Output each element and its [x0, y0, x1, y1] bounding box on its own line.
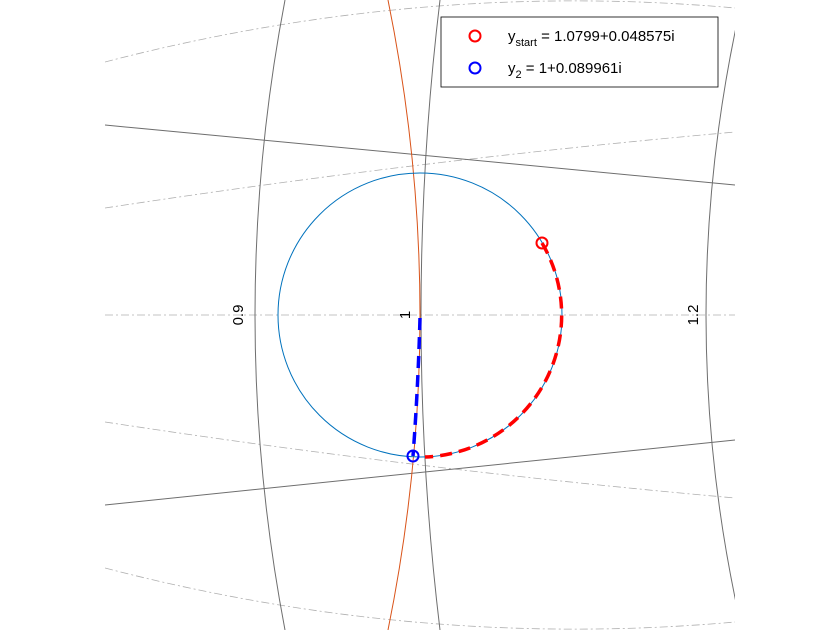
grid-arc [105, 421, 735, 499]
legend-label: y2 = 1+0.089961i [508, 60, 622, 81]
g-circle [705, 29, 735, 601]
g-tick-label: 0.9 [230, 305, 247, 326]
legend-value: = 1.0799+0.048575i [537, 28, 675, 45]
tick-labels: 0.9 1 1.2 [230, 305, 702, 326]
grid-arc [105, 0, 735, 63]
blue-path [411, 317, 422, 457]
grid-arc [105, 567, 735, 630]
legend-marker [468, 61, 482, 75]
legend-box [440, 16, 719, 88]
red-path [424, 242, 564, 459]
legend-value: = 1+0.089961i [522, 60, 622, 77]
smith-grid [105, 0, 735, 630]
g-tick-label: 1 [397, 311, 414, 319]
g-tick-label: 1.2 [685, 305, 702, 326]
blue-circle [277, 172, 563, 458]
g-circle [420, 0, 441, 630]
legend-subscript: 2 [516, 69, 522, 81]
grid-line [105, 439, 735, 506]
orange-curve [387, 0, 421, 630]
grid-arc [105, 131, 735, 209]
legend-symbol: y [508, 28, 516, 45]
legend-label: ystart = 1.0799+0.048575i [508, 28, 675, 49]
marker-start [535, 236, 549, 250]
legend-symbol: y [508, 60, 516, 77]
legend-subscript: start [516, 37, 537, 49]
marker-y2 [406, 449, 420, 463]
g-circle [254, 0, 286, 630]
legend-marker [468, 29, 482, 43]
grid-line [105, 124, 735, 186]
